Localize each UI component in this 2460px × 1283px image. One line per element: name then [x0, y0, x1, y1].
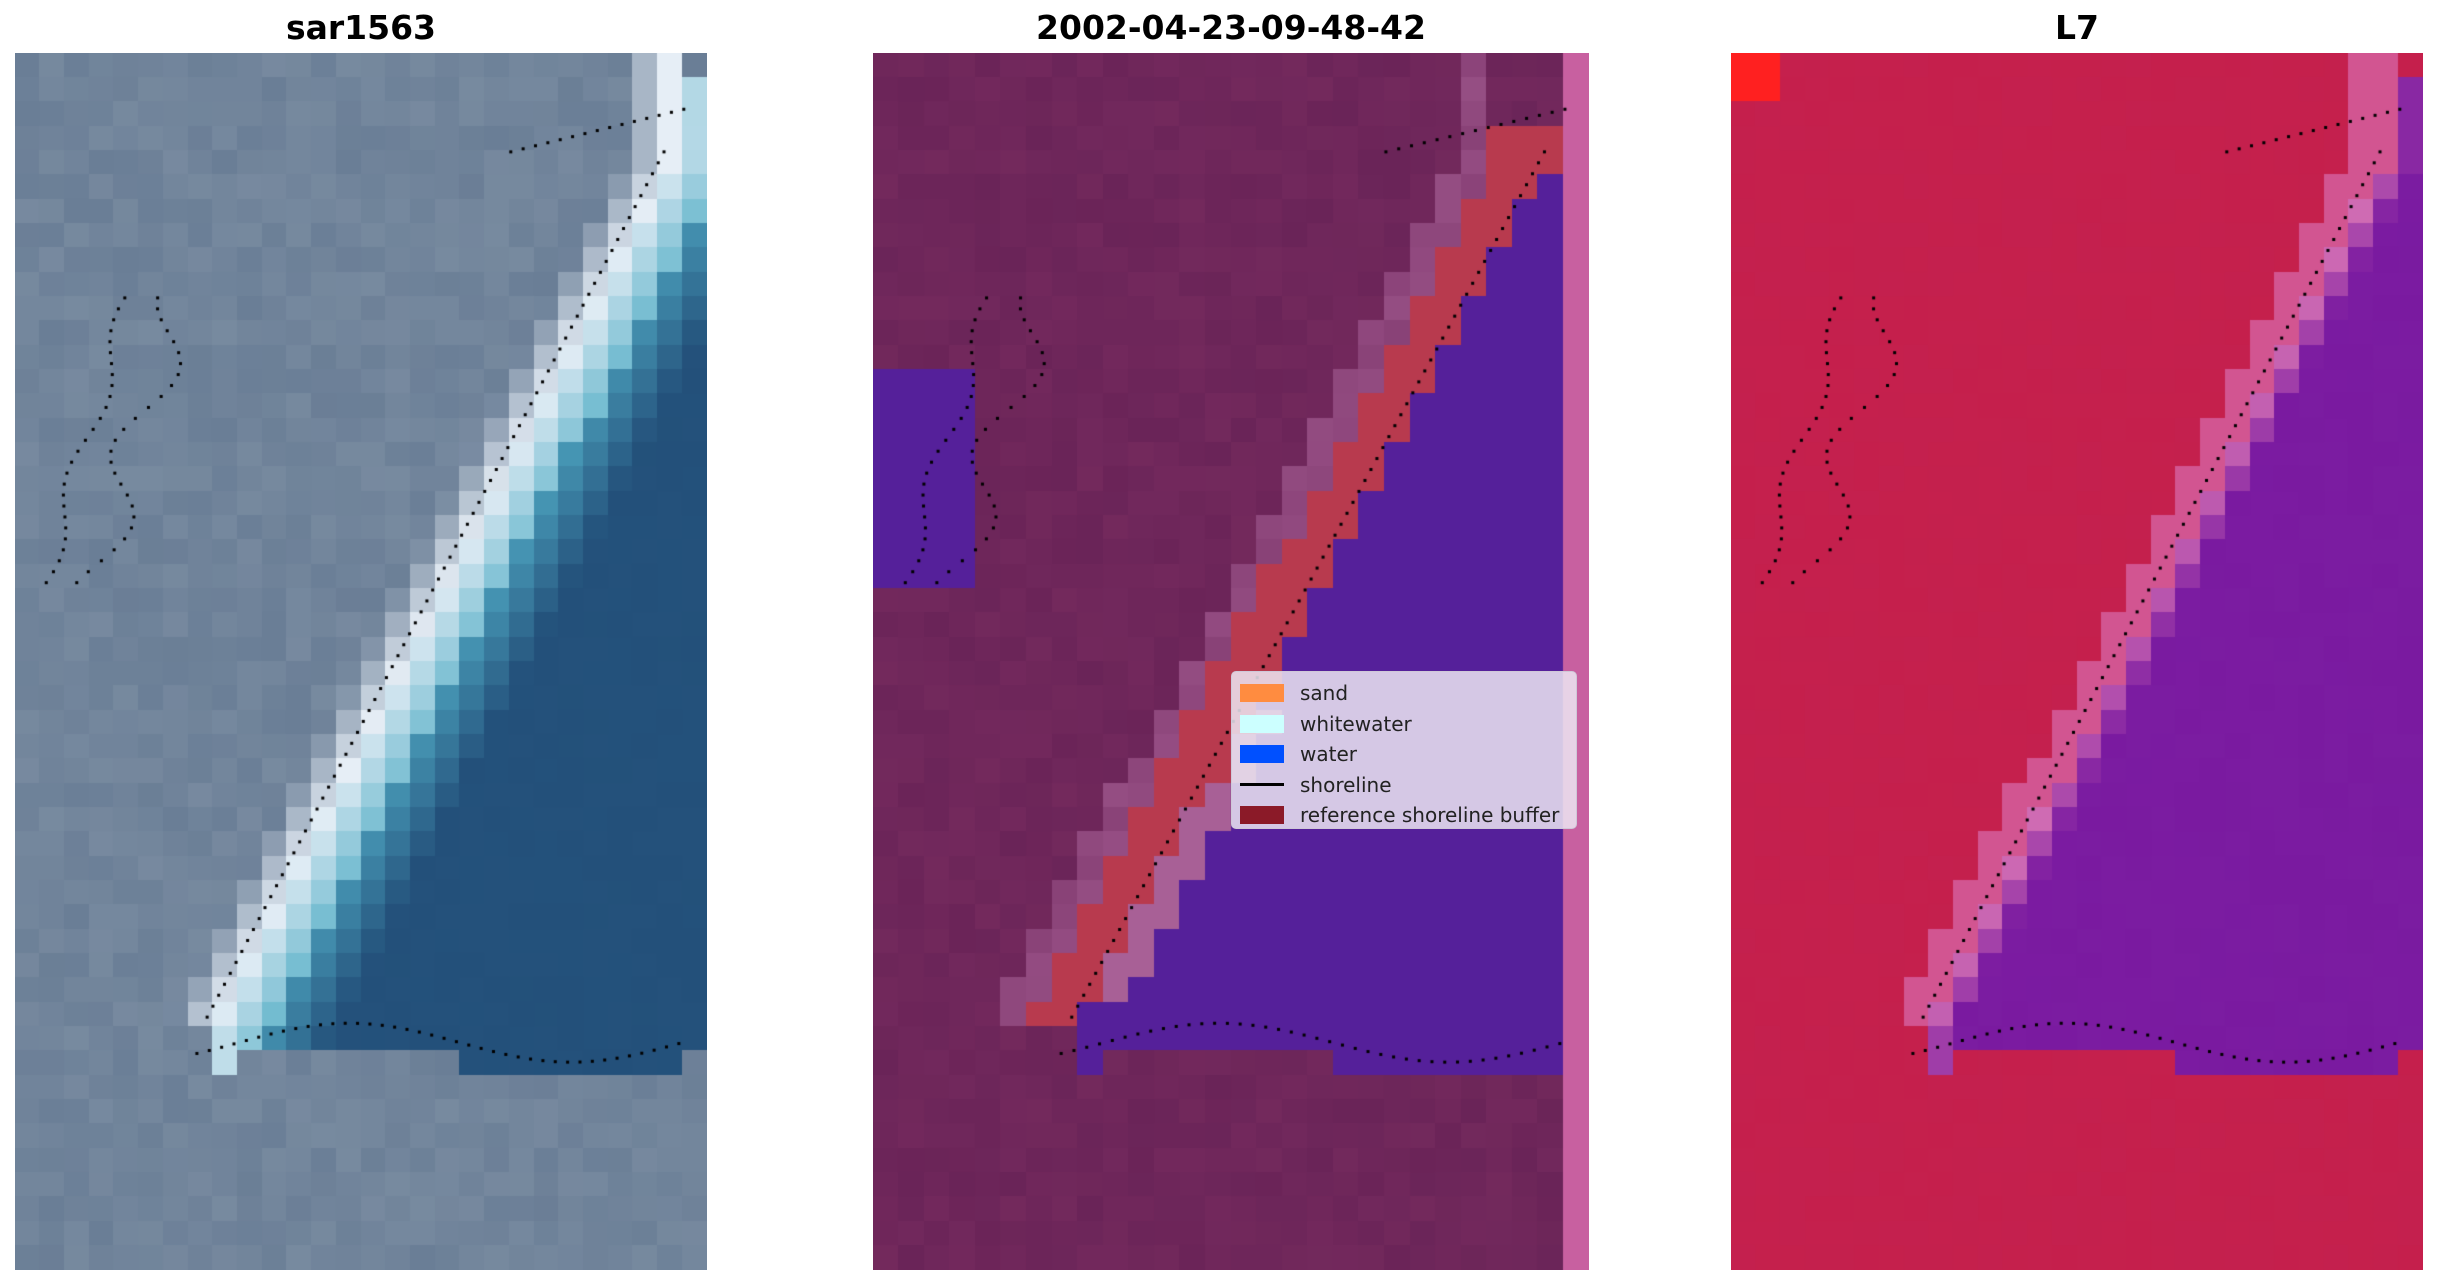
legend-swatch-sand — [1240, 684, 1284, 703]
legend-line-shoreline — [1240, 783, 1284, 787]
panel-title-ndwi: L7 — [2055, 8, 2099, 47]
legend-item-sand: sand — [1240, 678, 1576, 709]
legend-label: water — [1300, 742, 1357, 767]
ndwi-image-panel — [1731, 53, 2423, 1270]
legend-label: reference shoreline buffer — [1300, 803, 1560, 828]
legend-item-shoreline: shoreline — [1240, 770, 1576, 801]
legend-item-whitewater: whitewater — [1240, 709, 1576, 740]
legend-item-buffer: reference shoreline buffer — [1240, 800, 1576, 831]
legend-swatch-buffer — [1240, 806, 1284, 825]
rgb-image-panel — [15, 53, 707, 1270]
panel-title-rgb: sar1563 — [285, 8, 437, 47]
legend-label: sand — [1300, 681, 1349, 706]
panel-title-classified: 2002-04-23-09-48-42 — [1036, 8, 1426, 47]
classified-image-panel — [873, 53, 1589, 1270]
classification-legend: sand whitewater water shoreline referenc… — [1231, 671, 1577, 829]
legend-label: shoreline — [1300, 772, 1392, 797]
legend-swatch-water — [1240, 745, 1284, 764]
legend-swatch-whitewater — [1240, 714, 1284, 733]
legend-label: whitewater — [1300, 711, 1412, 736]
legend-item-water: water — [1240, 739, 1576, 770]
